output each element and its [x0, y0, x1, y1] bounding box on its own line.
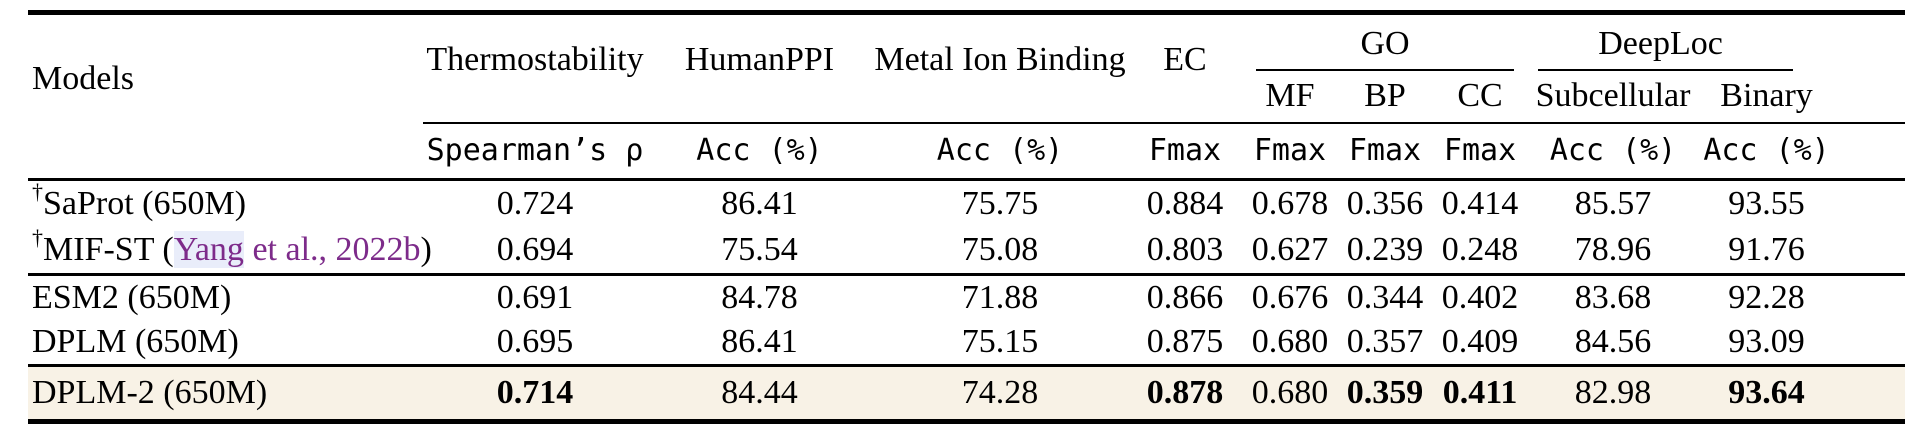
- dagger-icon: †: [32, 225, 43, 251]
- value-cell: 75.08: [872, 226, 1128, 276]
- go-group-rule: [1256, 68, 1515, 71]
- column-header-metal-ion-binding: Metal Ion Binding: [874, 41, 1126, 79]
- value-cell: 0.411: [1432, 365, 1529, 421]
- column-header-ec: EC: [1163, 41, 1207, 79]
- value-cell: 0.680: [1242, 365, 1338, 421]
- value-cell: 75.15: [872, 319, 1128, 367]
- group-header-deeploc: DeepLoc: [1528, 13, 1905, 71]
- value-cell: 93.55: [1728, 184, 1805, 222]
- column-header-go-cc: CC: [1457, 77, 1503, 114]
- table-body: †SaProt (650M) 0.724 86.41 75.75 0.884 0.678 0…: [28, 179, 1906, 421]
- value-cell: 0.678: [1251, 184, 1329, 222]
- metric-fmax-mf: Fmax: [1242, 121, 1338, 181]
- value-cell: 0.414: [1441, 184, 1519, 222]
- value-cell: 84.56: [1528, 319, 1699, 367]
- value-cell: 75.75: [961, 184, 1039, 222]
- citation-highlight: Yang: [173, 230, 244, 268]
- table-row: DPLM-2 (650M) 0.714 84.44 74.28 0.878 0.680 0.…: [28, 365, 1906, 421]
- model-name-cell: DPLM (650M): [28, 319, 423, 367]
- metric-acc-humanppi: Acc (%): [647, 121, 872, 181]
- value-cell: 0.627: [1242, 226, 1338, 276]
- value-cell: 0.878: [1128, 365, 1242, 421]
- value-cell: 71.88: [961, 278, 1039, 316]
- value-cell: 0.866: [1146, 278, 1224, 316]
- value-cell: 75.54: [647, 226, 872, 276]
- metric-acc-subcellular: Acc (%): [1528, 121, 1699, 181]
- value-cell: 82.98: [1528, 365, 1699, 421]
- value-cell: 0.714: [423, 365, 647, 421]
- group-header-go: GO: [1242, 13, 1528, 71]
- value-cell: 0.248: [1432, 226, 1529, 276]
- value-cell: 0.359: [1338, 365, 1432, 421]
- value-cell: 93.64: [1698, 365, 1906, 421]
- metric-spearman-rho: Spearman’s ρ: [423, 121, 647, 181]
- model-name-cell: DPLM-2 (650M): [28, 365, 423, 421]
- value-cell: 92.28: [1728, 278, 1805, 316]
- value-cell: 0.884: [1146, 184, 1224, 222]
- value-cell: 85.57: [1574, 184, 1652, 222]
- column-header-deeploc-binary: Binary: [1720, 77, 1813, 114]
- value-cell: 93.09: [1698, 319, 1906, 367]
- value-cell: 84.78: [721, 278, 798, 316]
- value-cell: 0.680: [1242, 319, 1338, 367]
- column-header-thermostability: Thermostability: [426, 41, 644, 79]
- value-cell: 0.691: [496, 278, 574, 316]
- metric-acc-metal: Acc (%): [872, 121, 1128, 181]
- metric-cell-empty: [28, 122, 423, 181]
- group-label-deeploc: DeepLoc: [1598, 24, 1723, 62]
- metric-fmax-bp: Fmax: [1338, 121, 1432, 181]
- dagger-icon: †: [32, 179, 43, 205]
- model-name-cell: †SaProt (650M): [32, 179, 247, 222]
- metric-acc-binary: Acc (%): [1698, 121, 1906, 181]
- column-header-go-mf: MF: [1265, 77, 1315, 114]
- group-label-go: GO: [1360, 24, 1410, 62]
- column-header-go-bp: BP: [1364, 77, 1406, 114]
- metric-row: Spearman’s ρ Acc (%) Acc (%) Fmax Fmax F…: [28, 121, 1906, 181]
- value-cell: 84.44: [647, 365, 872, 421]
- value-cell: 0.724: [496, 184, 574, 222]
- citation-link[interactable]: Yang et al., 2022b: [173, 230, 421, 268]
- column-header-models: Models: [32, 59, 134, 97]
- value-cell: 0.803: [1128, 226, 1242, 276]
- table-row: DPLM (650M) 0.695 86.41 75.15 0.875 0.680 0.35…: [28, 319, 1906, 367]
- metric-fmax-cc: Fmax: [1432, 121, 1529, 181]
- value-cell: 83.68: [1574, 278, 1652, 316]
- value-cell: 86.41: [721, 184, 798, 222]
- value-cell: 0.676: [1251, 278, 1329, 316]
- table-row: †SaProt (650M) 0.724 86.41 75.75 0.884 0.678 0…: [28, 179, 1905, 227]
- value-cell: 0.402: [1441, 278, 1519, 316]
- value-cell: 91.76: [1698, 226, 1906, 276]
- value-cell: 0.694: [423, 226, 647, 276]
- value-cell: 0.356: [1346, 184, 1424, 222]
- table-header: Models Thermostability HumanPPI Metal Io…: [28, 13, 1906, 181]
- results-table: Models Thermostability HumanPPI Metal Io…: [28, 10, 1906, 424]
- model-name-cell: †MIF-ST (Yang et al., 2022b): [28, 225, 432, 276]
- metric-fmax-ec: Fmax: [1128, 121, 1242, 181]
- value-cell: 86.41: [647, 319, 872, 367]
- value-cell: 0.239: [1338, 226, 1432, 276]
- value-cell: 0.695: [423, 319, 647, 367]
- value-cell: 0.357: [1338, 319, 1432, 367]
- value-cell: 0.344: [1346, 278, 1424, 316]
- column-header-deeploc-subcellular: Subcellular: [1535, 77, 1691, 114]
- value-cell: 74.28: [872, 365, 1128, 421]
- table-row: ESM2 (650M) 0.691 84.78 71.88 0.866 0.676 0.34…: [28, 274, 1905, 320]
- model-name-cell: ESM2 (650M): [32, 278, 232, 316]
- value-cell: 78.96: [1528, 226, 1699, 276]
- deeploc-group-rule: [1538, 68, 1794, 71]
- value-cell: 0.875: [1128, 319, 1242, 367]
- value-cell: 0.409: [1432, 319, 1529, 367]
- table-row: †MIF-ST (Yang et al., 2022b) 0.694 75.54 75…: [28, 225, 1906, 276]
- column-header-humanppi: HumanPPI: [684, 41, 835, 79]
